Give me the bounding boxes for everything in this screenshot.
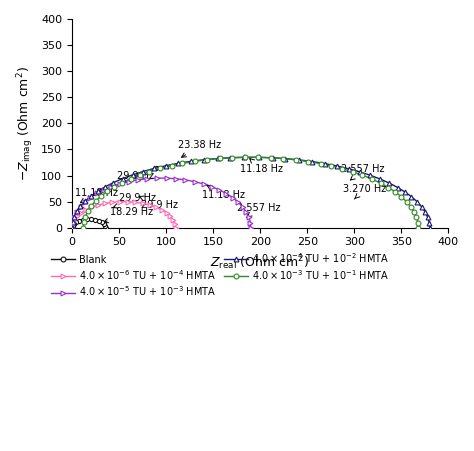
Text: 11.18 Hz: 11.18 Hz xyxy=(202,185,245,200)
Text: 18.29 Hz: 18.29 Hz xyxy=(104,207,153,223)
Text: 11.18 Hz: 11.18 Hz xyxy=(239,159,283,174)
Text: 3.270 Hz: 3.270 Hz xyxy=(343,184,386,199)
Text: 29.9 Hz: 29.9 Hz xyxy=(117,166,161,181)
X-axis label: $Z_\mathrm{real}$ (Ohm cm$^2$): $Z_\mathrm{real}$ (Ohm cm$^2$) xyxy=(210,253,310,272)
Y-axis label: $-Z_\mathrm{imag}$ (Ohm cm$^2$): $-Z_\mathrm{imag}$ (Ohm cm$^2$) xyxy=(15,66,36,181)
Text: 23.38 Hz: 23.38 Hz xyxy=(178,141,221,157)
Text: 2.557 Hz: 2.557 Hz xyxy=(341,165,385,180)
Text: 2.557 Hz: 2.557 Hz xyxy=(237,203,280,218)
Text: 29.9 Hz: 29.9 Hz xyxy=(139,196,178,210)
Text: 29.9 Hz: 29.9 Hz xyxy=(113,193,156,208)
Legend: Blank, $4.0\times10^{-6}$ TU + $10^{-4}$ HMTA, $4.0\times10^{-5}$ TU + $10^{-3}$: Blank, $4.0\times10^{-6}$ TU + $10^{-4}$… xyxy=(47,247,393,302)
Text: 11.18 Hz: 11.18 Hz xyxy=(75,188,118,202)
